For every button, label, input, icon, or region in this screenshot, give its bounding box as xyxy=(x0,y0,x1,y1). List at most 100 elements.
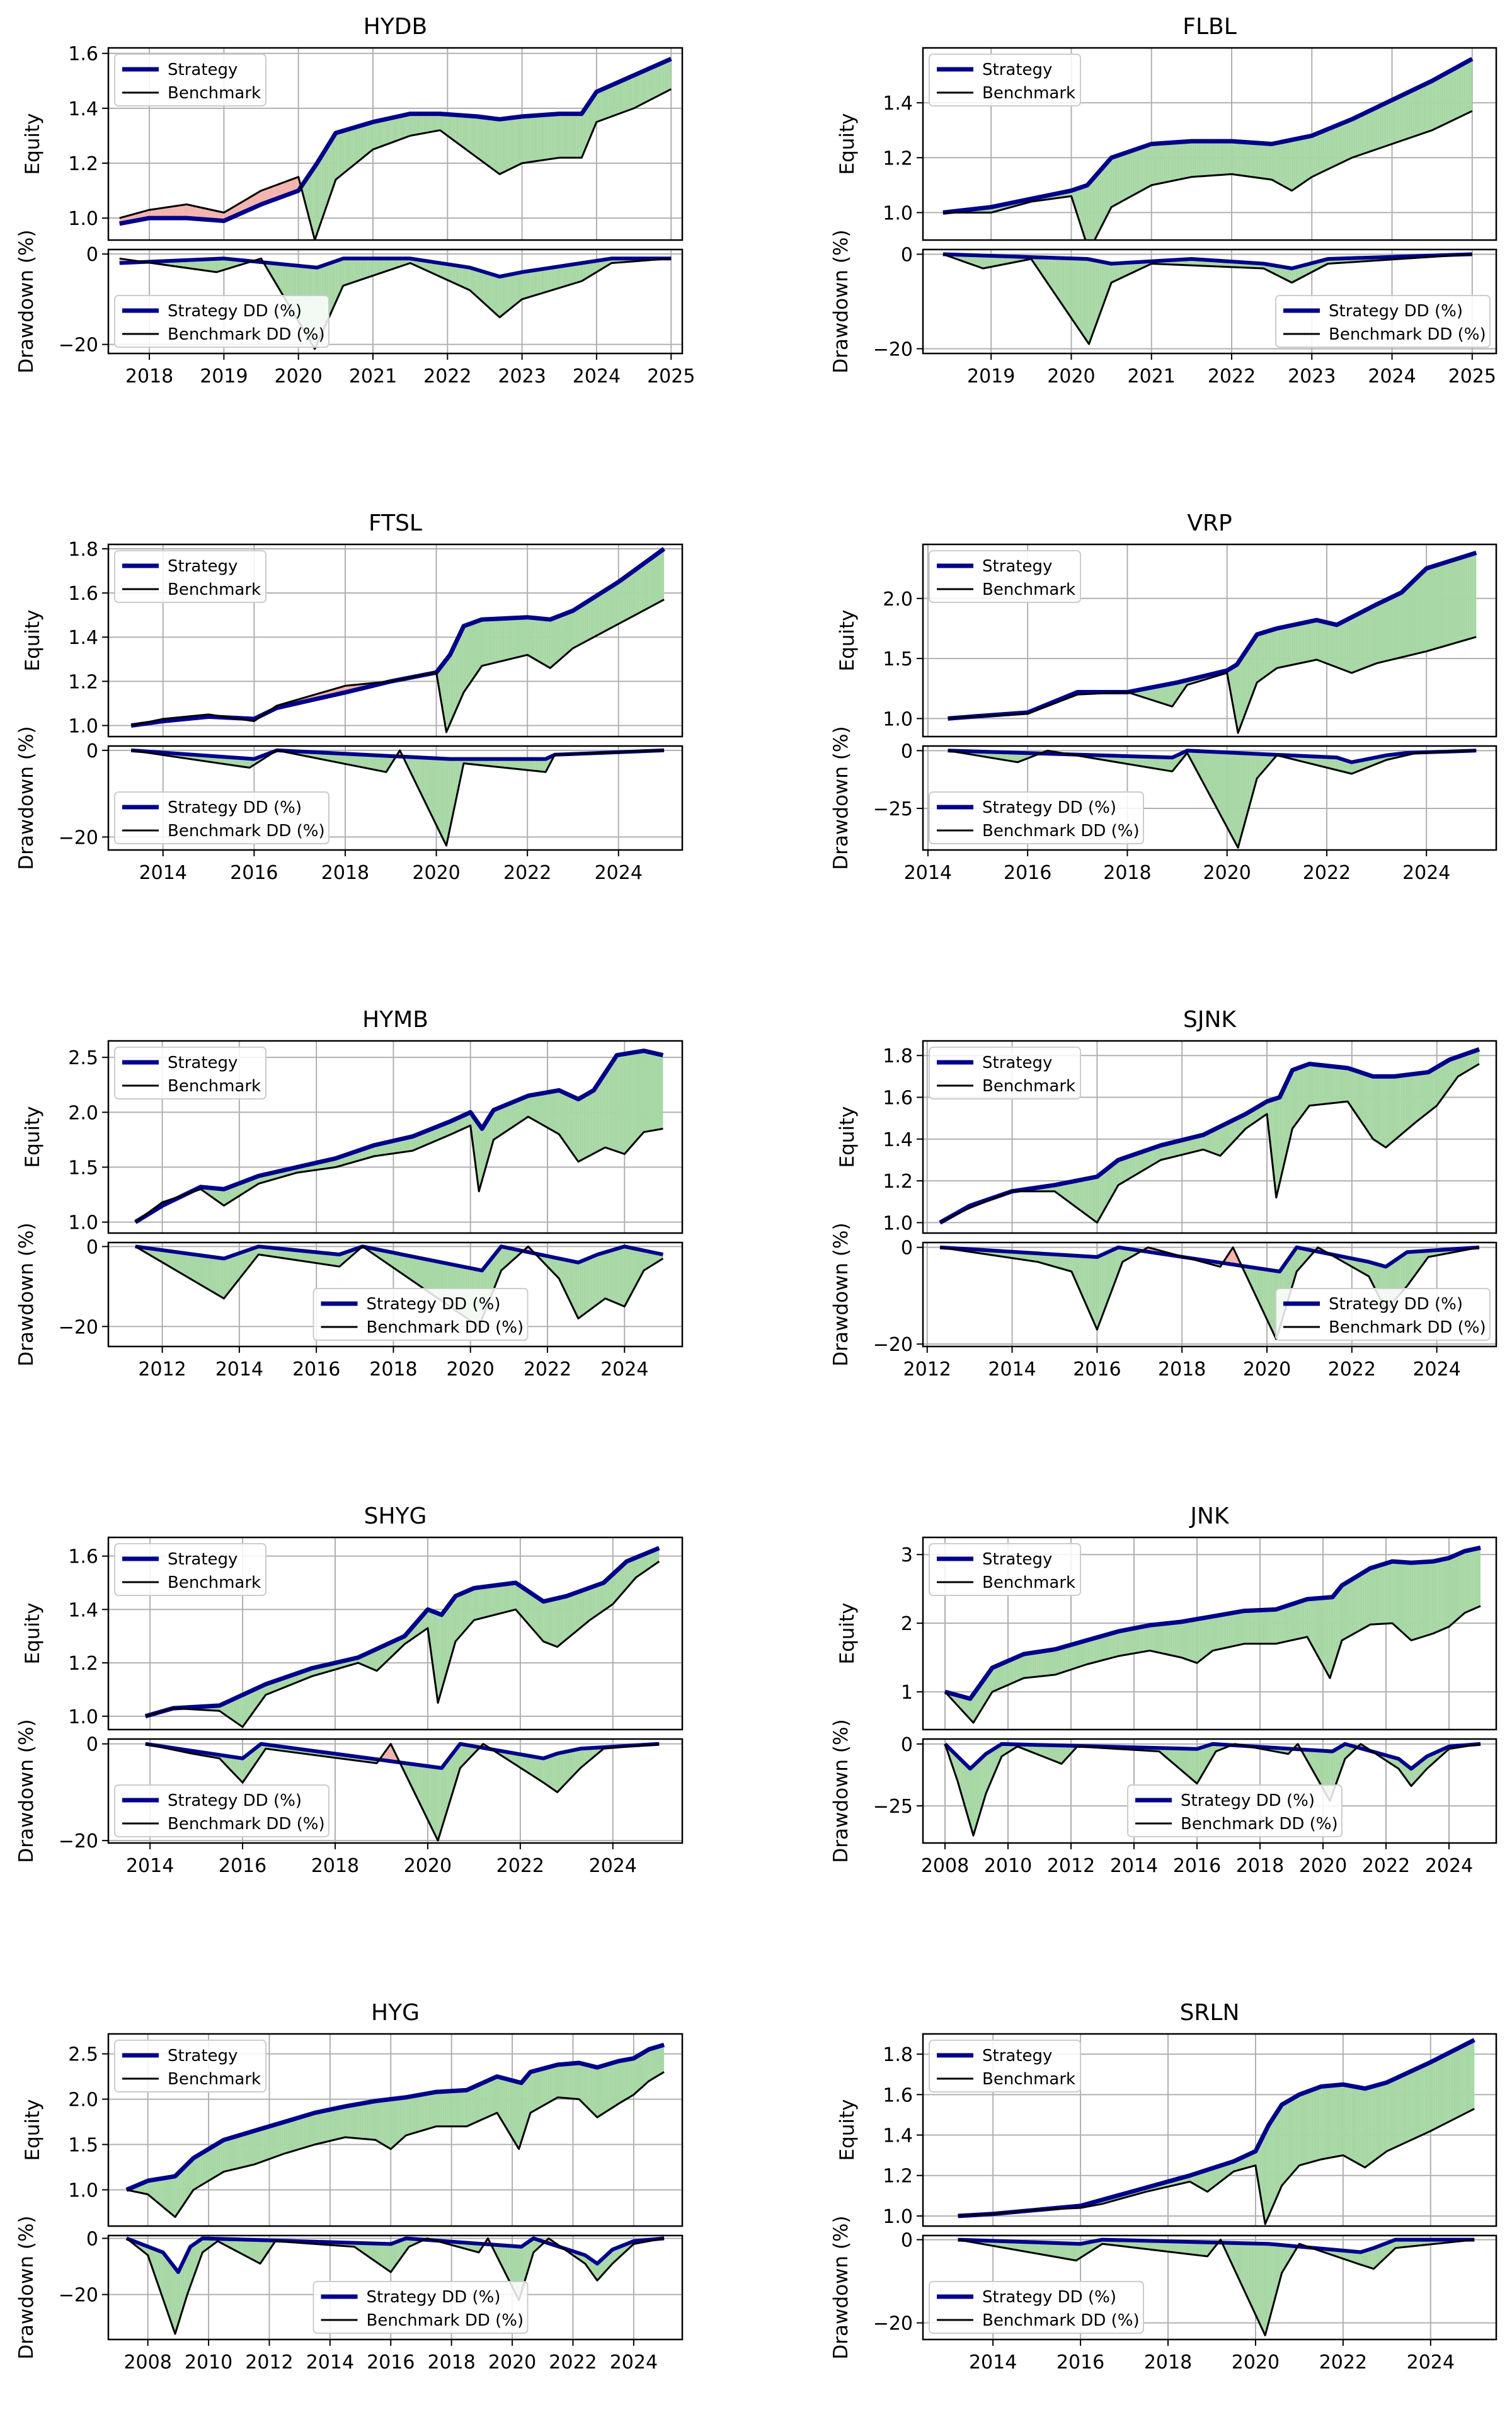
outperform-band xyxy=(205,2150,207,2183)
outperform-band xyxy=(290,2120,292,2152)
outperform-band xyxy=(533,618,536,660)
outperform-band xyxy=(540,759,542,772)
subplot-srln: SRLN1.01.21.41.61.8EquityStrategyBenchma… xyxy=(830,2000,1496,2374)
outperform-band xyxy=(288,2120,290,2152)
outperform-band xyxy=(1315,1064,1318,1105)
outperform-band xyxy=(648,2049,651,2082)
outperform-band xyxy=(239,1253,241,1280)
outperform-band xyxy=(1188,141,1190,178)
outperform-band xyxy=(546,1600,547,1643)
outperform-band xyxy=(1351,1069,1354,1110)
legend-label-benchmark: Benchmark xyxy=(168,580,261,599)
outperform-band xyxy=(1380,1076,1383,1145)
outperform-band xyxy=(1300,138,1303,185)
outperform-band xyxy=(413,2096,416,2133)
outperform-band xyxy=(567,1751,569,1782)
outperform-band xyxy=(578,1749,580,1771)
outperform-band xyxy=(1050,1745,1052,1760)
drawdown-legend: Strategy DD (%)Benchmark DD (%) xyxy=(1128,1785,1342,1837)
outperform-band xyxy=(1099,261,1102,315)
outperform-band xyxy=(343,258,345,287)
outperform-band xyxy=(540,1093,542,1125)
outperform-band xyxy=(445,1607,447,1678)
outperform-band xyxy=(1377,106,1380,149)
outperform-band xyxy=(552,267,554,290)
outperform-band xyxy=(1382,104,1384,147)
y-tick-label: −20 xyxy=(59,335,98,357)
drawdown-legend: Strategy DD (%)Benchmark DD (%) xyxy=(115,1785,329,1837)
outperform-band xyxy=(1095,1176,1097,1222)
outperform-band xyxy=(377,120,379,147)
outperform-band xyxy=(1217,752,1218,812)
outperform-band xyxy=(1259,1610,1262,1644)
outperform-band xyxy=(650,67,653,100)
outperform-band xyxy=(451,2091,454,2126)
outperform-band xyxy=(642,563,644,611)
outperform-band xyxy=(214,1257,216,1294)
outperform-band xyxy=(350,129,352,169)
outperform-band xyxy=(1010,1659,1012,1684)
outperform-band xyxy=(1397,96,1400,142)
outperform-band xyxy=(575,1262,577,1317)
outperform-band xyxy=(599,1583,601,1614)
y-tick-label: −20 xyxy=(59,1316,98,1338)
y-tick-label: −20 xyxy=(59,2285,98,2307)
outperform-band xyxy=(1305,137,1307,182)
outperform-band xyxy=(1307,1599,1309,1639)
outperform-band xyxy=(498,1585,500,1614)
outperform-band xyxy=(1382,1564,1385,1624)
outperform-band xyxy=(1385,1076,1387,1147)
outperform-band xyxy=(1416,1563,1418,1639)
outperform-band xyxy=(361,125,364,159)
outperform-band xyxy=(1389,1076,1392,1144)
outperform-band xyxy=(544,1601,546,1643)
outperform-band xyxy=(171,2263,174,2329)
outperform-band xyxy=(1411,582,1412,655)
outperform-band xyxy=(1092,1638,1095,1663)
outperform-band xyxy=(1331,1066,1334,1103)
outperform-band xyxy=(1171,684,1172,706)
outperform-band xyxy=(1162,1624,1164,1654)
outperform-band xyxy=(207,2149,210,2181)
outperform-band xyxy=(1333,624,1335,667)
outperform-band xyxy=(558,616,560,662)
outperform-band xyxy=(1095,260,1097,327)
outperform-band xyxy=(519,117,522,164)
outperform-band xyxy=(373,2244,375,2261)
outperform-band xyxy=(591,1587,593,1619)
outperform-band xyxy=(464,625,467,691)
outperform-band xyxy=(516,1100,518,1125)
y-tick-label: −25 xyxy=(873,798,913,820)
outperform-band xyxy=(1196,141,1199,176)
outperform-band xyxy=(1146,1626,1148,1651)
outperform-band xyxy=(1375,107,1378,150)
outperform-band xyxy=(577,1262,579,1318)
outperform-band xyxy=(1097,261,1100,321)
outperform-band xyxy=(1311,135,1314,177)
outperform-band xyxy=(1349,1580,1351,1636)
outperform-band xyxy=(1376,1076,1378,1142)
outperform-band xyxy=(573,1096,575,1157)
outperform-band xyxy=(646,1251,648,1270)
outperform-band xyxy=(1463,556,1465,641)
outperform-band xyxy=(568,265,570,285)
outperform-band xyxy=(1421,85,1424,134)
y-tick-label: 1.6 xyxy=(68,1546,98,1568)
outperform-band xyxy=(1225,141,1228,175)
x-tick-label: 2023 xyxy=(1288,365,1336,388)
outperform-band xyxy=(199,1255,201,1285)
outperform-band xyxy=(1162,685,1164,704)
outperform-band xyxy=(1263,144,1265,179)
outperform-band xyxy=(1474,553,1476,637)
outperform-band xyxy=(1424,84,1426,133)
outperform-band xyxy=(610,1062,612,1150)
outperform-band xyxy=(586,262,588,278)
outperform-band xyxy=(521,2081,524,2144)
outperform-band xyxy=(650,1052,651,1131)
outperform-band xyxy=(214,2145,217,2178)
outperform-band xyxy=(175,1252,177,1271)
outperform-band xyxy=(357,2104,360,2139)
outperform-band xyxy=(315,2112,318,2144)
outperform-band xyxy=(1157,1624,1159,1653)
outperform-band xyxy=(1150,144,1153,186)
